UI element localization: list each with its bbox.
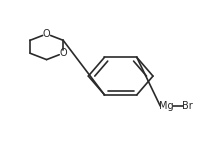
Text: O: O xyxy=(43,29,50,39)
Text: Br: Br xyxy=(182,101,193,111)
Text: O: O xyxy=(59,48,67,58)
Text: Mg: Mg xyxy=(159,101,174,111)
